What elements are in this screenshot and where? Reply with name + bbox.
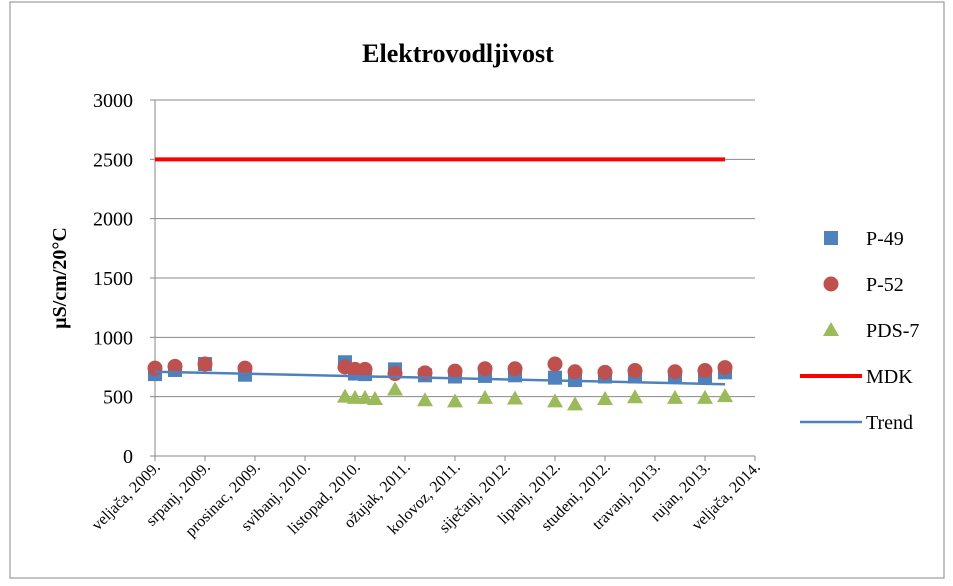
- marker: [237, 360, 253, 376]
- marker: [417, 392, 433, 407]
- marker: [597, 391, 613, 406]
- marker: [548, 370, 562, 385]
- marker: [367, 391, 383, 406]
- marker: [627, 363, 643, 379]
- marker: [387, 366, 403, 382]
- legend-label: PDS-7: [866, 320, 919, 342]
- marker: [477, 389, 493, 404]
- marker: [167, 358, 183, 374]
- marker: [447, 393, 463, 408]
- marker: [597, 364, 613, 380]
- marker: [717, 360, 733, 376]
- marker: [567, 396, 583, 411]
- marker: [387, 381, 403, 396]
- marker: [197, 356, 213, 372]
- legend-label: P-52: [866, 274, 904, 296]
- y-tick-label: 500: [103, 387, 133, 409]
- marker: [627, 389, 643, 404]
- legend-swatch: [823, 276, 839, 292]
- legend-swatch: [824, 231, 838, 245]
- y-tick-label: 0: [123, 446, 133, 468]
- legend-label: P-49: [866, 228, 904, 250]
- marker: [357, 361, 373, 377]
- y-tick-label: 1500: [93, 268, 133, 290]
- marker: [357, 389, 373, 404]
- chart-title: Elektrovodljivost: [362, 39, 554, 68]
- marker: [147, 360, 163, 376]
- y-axis-label: µS/cm/20°C: [49, 227, 71, 329]
- marker: [547, 356, 563, 372]
- marker: [337, 388, 353, 403]
- series-line: [154, 370, 726, 386]
- marker: [507, 390, 523, 405]
- marker: [667, 389, 683, 404]
- marker: [507, 361, 523, 377]
- legend-label: MDK: [866, 366, 913, 388]
- y-tick-label: 2500: [93, 149, 133, 171]
- marker: [567, 364, 583, 380]
- marker: [547, 393, 563, 408]
- legend-label: Trend: [866, 412, 913, 434]
- marker: [717, 388, 733, 403]
- chart-frame: [9, 1, 945, 579]
- y-tick-label: 1000: [93, 327, 133, 349]
- marker: [697, 363, 713, 379]
- marker: [447, 363, 463, 379]
- y-tick-label: 3000: [93, 90, 133, 112]
- y-tick-label: 2000: [93, 209, 133, 231]
- marker: [477, 361, 493, 377]
- marker: [667, 364, 683, 380]
- marker: [697, 389, 713, 404]
- legend-swatch: [823, 322, 839, 336]
